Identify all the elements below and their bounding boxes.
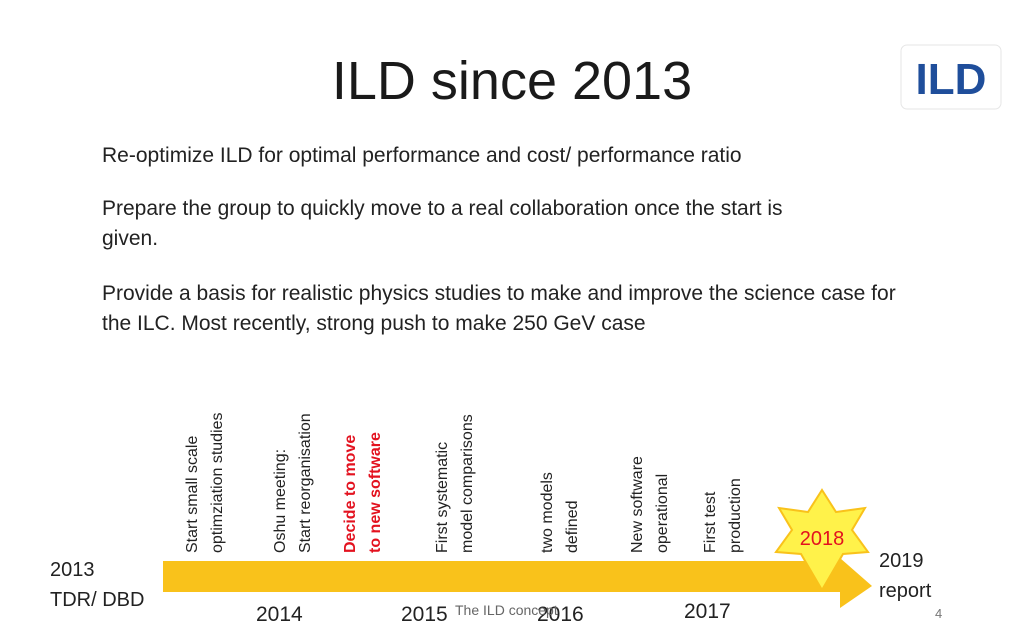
- timeline-start: 2013 TDR/ DBD: [50, 559, 145, 611]
- year-2014: 2014: [256, 603, 303, 626]
- year-2015: 2015: [401, 603, 448, 626]
- timeline-end: 2019 report: [879, 550, 932, 602]
- bullet-3: Provide a basis for realistic physics st…: [102, 282, 896, 335]
- milestone-2: Oshu meeting: Start reorganisation: [272, 413, 314, 553]
- milestone-4: First systematic model comparisons: [434, 414, 476, 553]
- logo-text: ILD: [916, 55, 987, 104]
- milestone-3: Decide to move to new software: [342, 432, 384, 553]
- milestone-7: First test production: [702, 478, 744, 553]
- highlight-star: [774, 488, 870, 592]
- milestone-1: Start small scale optimziation studies: [184, 412, 226, 553]
- bullet-1: Re-optimize ILD for optimal performance …: [102, 144, 742, 167]
- timeline-arrow: [163, 558, 872, 608]
- year-2016: 2016: [537, 603, 584, 626]
- milestone-5: two models defined: [539, 472, 581, 553]
- highlight-year: 2018: [800, 528, 845, 550]
- page-number: 4: [935, 606, 943, 621]
- milestone-6: New software operational: [629, 456, 671, 553]
- slide-title: ILD since 2013: [331, 51, 693, 111]
- bullet-2: Prepare the group to quickly move to a r…: [102, 197, 783, 250]
- year-2017: 2017: [684, 600, 731, 623]
- footer-text: The ILD concept: [455, 602, 558, 618]
- ild-logo: ILD: [900, 44, 1002, 110]
